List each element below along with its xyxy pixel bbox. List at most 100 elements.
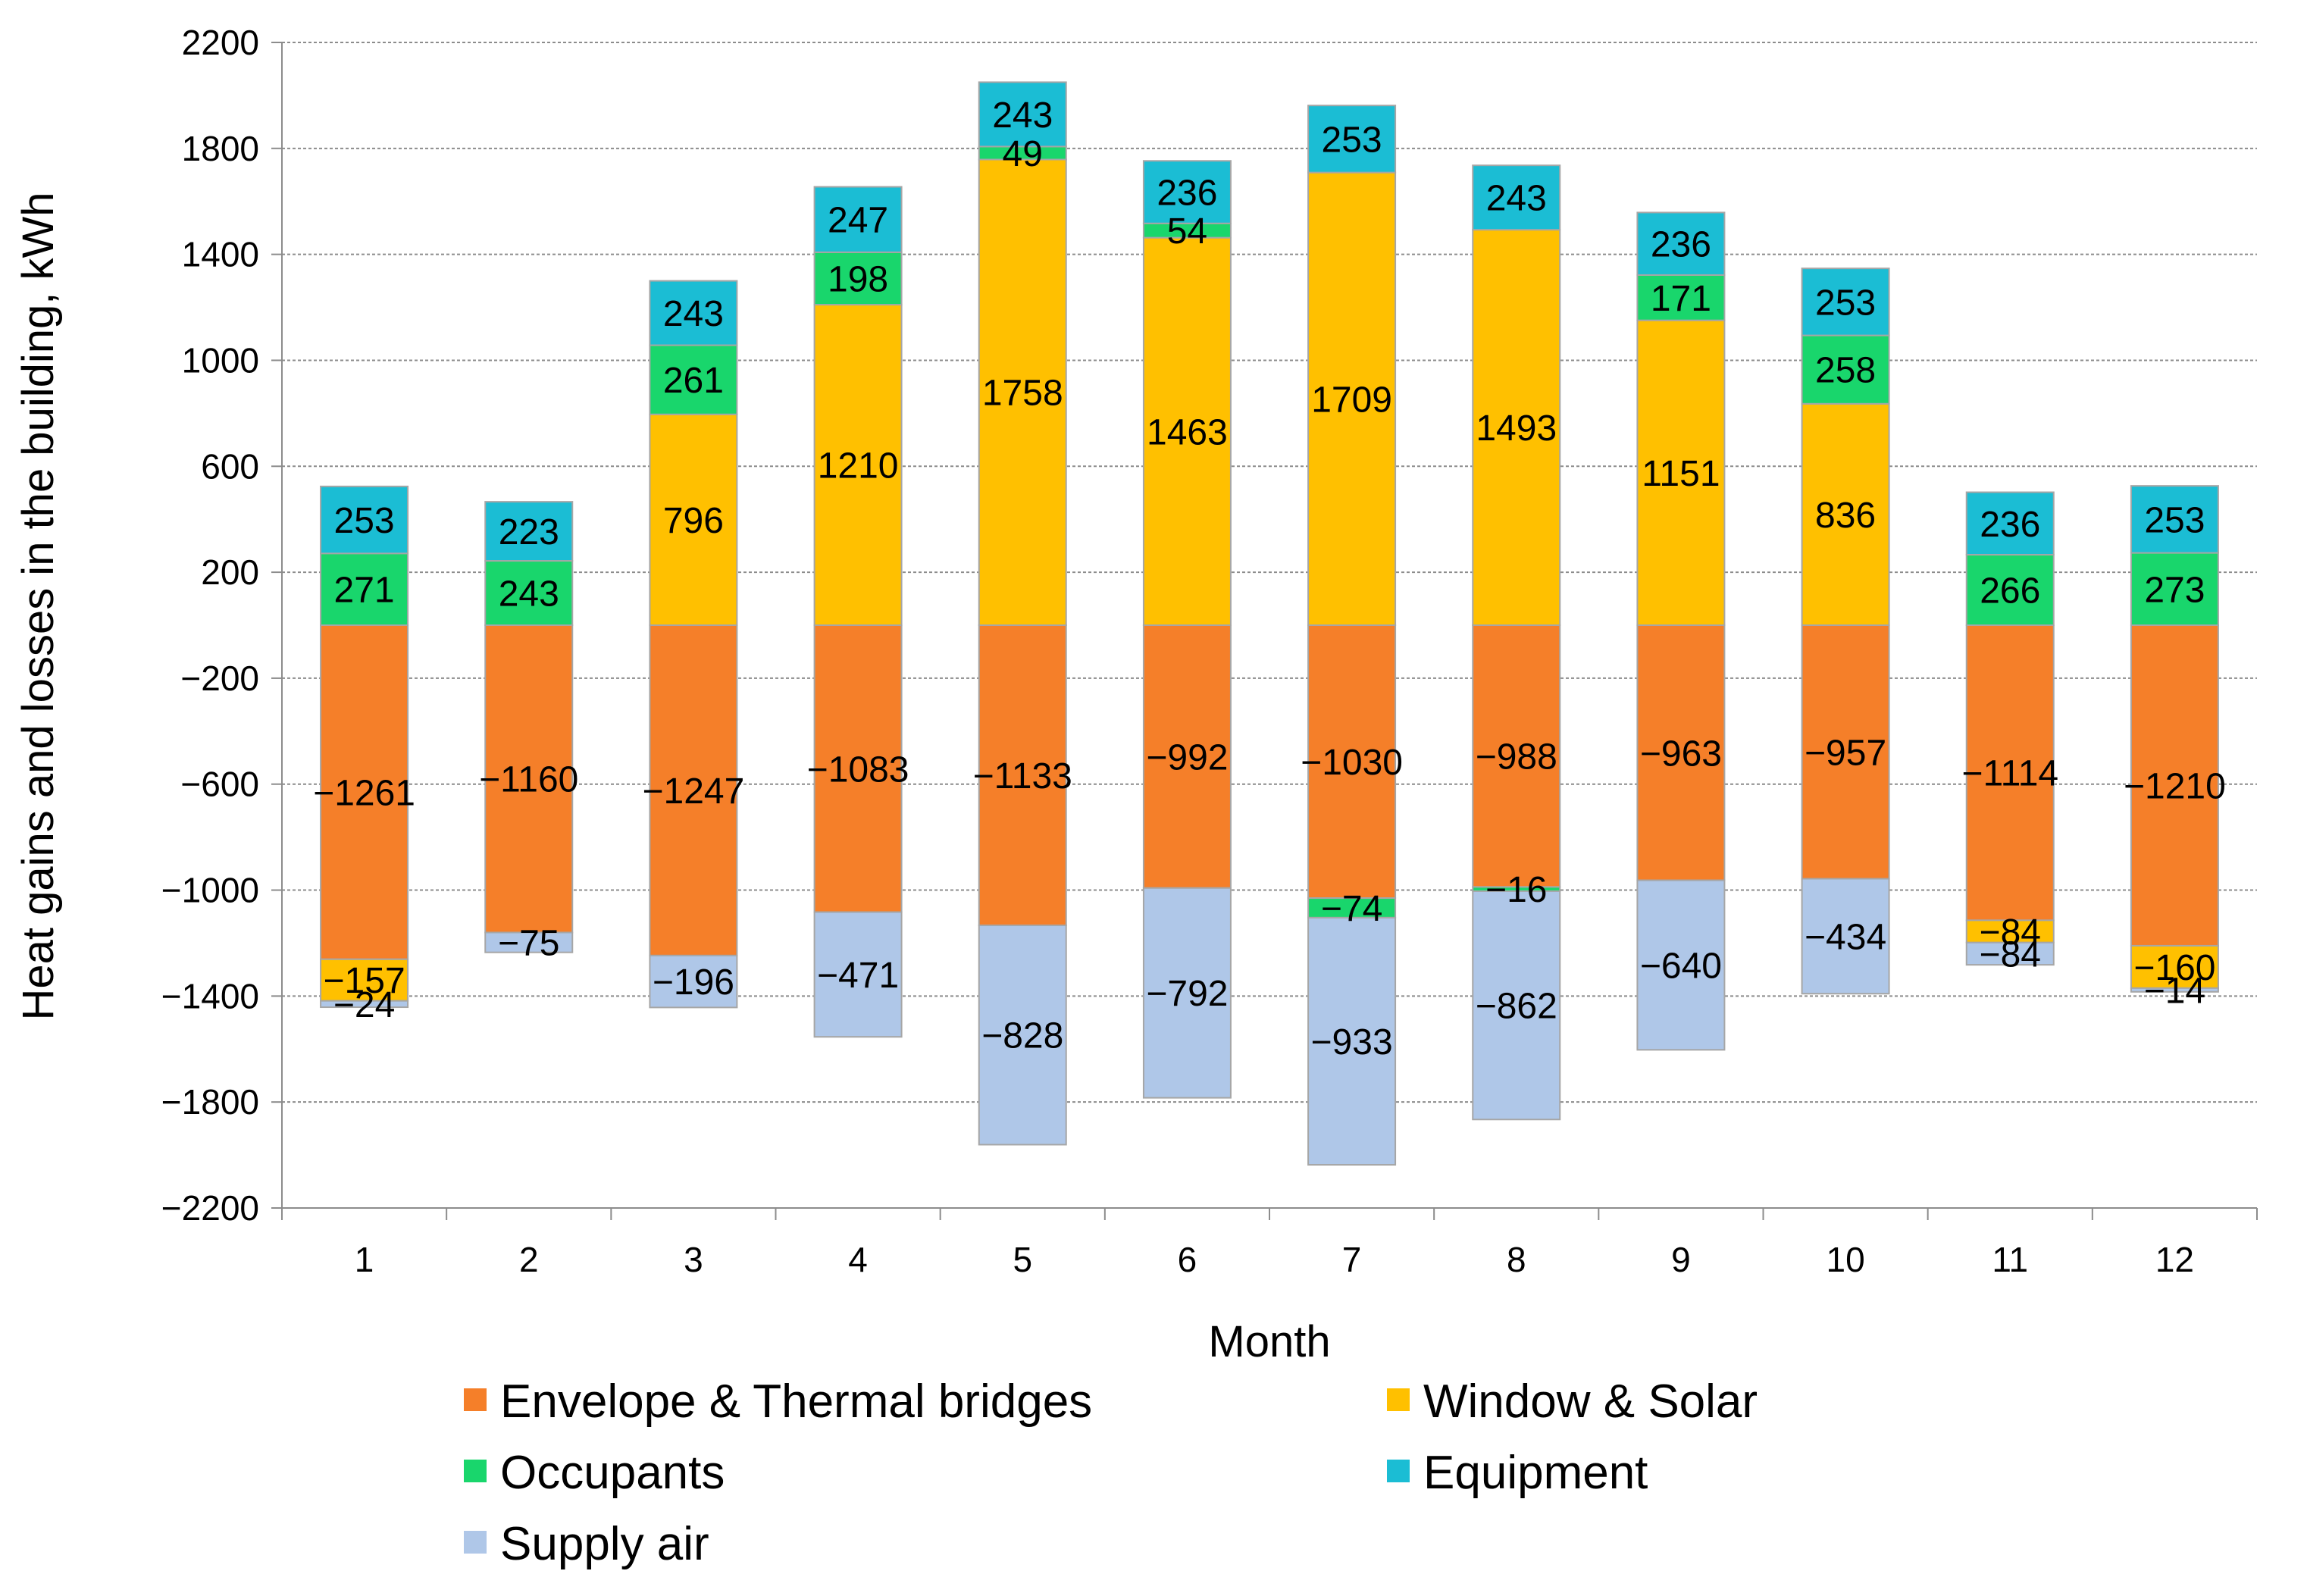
y-tick-label: 1000 xyxy=(182,340,259,380)
bar-segment-supply-air xyxy=(813,911,903,1038)
y-tick-label: 2200 xyxy=(182,23,259,62)
bar-segment-supply-air xyxy=(1636,879,1726,1051)
data-label: −196 xyxy=(653,962,734,1003)
bar-segment-equipment xyxy=(320,485,409,555)
data-label: 1463 xyxy=(1147,412,1228,452)
y-tick-label: 200 xyxy=(201,552,259,592)
bar-segment-equipment xyxy=(1801,268,1890,336)
legend-swatch xyxy=(464,1388,487,1411)
y-tick-label: −200 xyxy=(180,659,259,698)
legend-label: Envelope & Thermal bridges xyxy=(500,1375,1092,1428)
x-tick-label: 2 xyxy=(519,1240,539,1279)
legend-swatch xyxy=(464,1531,487,1554)
x-tick-label: 8 xyxy=(1507,1240,1526,1279)
bar-segment-supply-air xyxy=(320,1000,409,1009)
bar-segment-occupants xyxy=(813,251,903,306)
bar-segment-envelope-thermal-bridges xyxy=(1472,624,1561,888)
data-label: 253 xyxy=(334,501,395,541)
x-tick-label: 10 xyxy=(1826,1240,1864,1279)
data-label: 243 xyxy=(499,574,559,615)
bar-segment-occupants xyxy=(1801,334,1890,405)
data-label: 243 xyxy=(1486,179,1547,219)
x-tick-label: 7 xyxy=(1342,1240,1362,1279)
bar-segment-equipment xyxy=(2130,485,2219,554)
bar-segment-supply-air xyxy=(1801,878,1890,995)
bar-segment-occupants xyxy=(1965,554,2055,627)
data-label: −157 xyxy=(324,961,405,1001)
legend-label: Occupants xyxy=(500,1447,725,1499)
data-label: −75 xyxy=(498,924,559,964)
data-label: −1030 xyxy=(1301,743,1403,783)
bar-segment-occupants xyxy=(2130,552,2219,627)
legend: Envelope & Thermal bridges Window & Solar… xyxy=(464,1375,1758,1570)
legend-swatch xyxy=(1387,1388,1410,1411)
bar-segment-window-solar xyxy=(978,158,1067,626)
x-tick-label: 3 xyxy=(684,1240,703,1279)
data-label: −992 xyxy=(1146,737,1228,778)
y-tick-label: −1000 xyxy=(161,871,259,910)
x-axis-ticks: 1 2 3 4 5 6 7 8 9 10 11 12 xyxy=(281,1208,2258,1279)
y-axis-title: Heat gains and losses in the building, k… xyxy=(14,192,63,1021)
x-tick-label: 12 xyxy=(2155,1240,2194,1279)
data-label: −84 xyxy=(1980,912,2041,953)
x-tick-label: 4 xyxy=(848,1240,868,1279)
y-tick-label: 1400 xyxy=(182,235,259,274)
data-label: 273 xyxy=(2144,570,2205,610)
data-label: 836 xyxy=(1815,496,1876,536)
bar-segment-window-solar xyxy=(813,304,903,626)
bar-segment-equipment xyxy=(1142,160,1232,224)
bar-segment-envelope-thermal-bridges xyxy=(320,624,409,960)
data-label: 247 xyxy=(828,201,888,241)
bar-segment-supply-air xyxy=(2130,987,2219,993)
bar-segment-equipment xyxy=(978,81,1067,148)
data-label: −160 xyxy=(2133,948,2215,988)
legend-swatch xyxy=(464,1460,487,1482)
bar-segment-window-solar xyxy=(1472,229,1561,626)
data-label: 261 xyxy=(663,361,724,401)
x-tick-label: 1 xyxy=(355,1240,374,1279)
data-label: −933 xyxy=(1311,1022,1393,1062)
x-tick-label: 11 xyxy=(1992,1240,2028,1279)
data-label: 223 xyxy=(499,512,559,552)
x-tick-label: 6 xyxy=(1178,1240,1197,1279)
data-label: −957 xyxy=(1805,733,1886,773)
legend-label: Equipment xyxy=(1423,1447,1648,1499)
bar-segment-supply-air xyxy=(978,925,1067,1146)
bar-segment-window-solar xyxy=(1801,402,1890,627)
bar-segment-supply-air xyxy=(1472,890,1561,1121)
bar-segment-supply-air xyxy=(649,954,738,1009)
bar-segment-supply-air xyxy=(1142,887,1232,1099)
data-label: −963 xyxy=(1640,734,1722,774)
data-label: −1114 xyxy=(1961,754,2058,794)
bar-segment-supply-air xyxy=(484,931,574,953)
bar-segment-envelope-thermal-bridges xyxy=(813,624,903,913)
bar-segment-equipment xyxy=(1965,491,2055,556)
y-tick-label: −600 xyxy=(180,765,259,804)
data-label: 253 xyxy=(1322,120,1382,160)
data-label: −74 xyxy=(1321,889,1382,929)
data-label: 253 xyxy=(1815,283,1876,323)
data-label: −434 xyxy=(1805,917,1886,957)
data-label: 1493 xyxy=(1476,408,1557,449)
data-label: 266 xyxy=(1980,571,2040,612)
bar-segment-equipment xyxy=(813,186,903,253)
data-label: −84 xyxy=(1980,934,2041,975)
data-label: −792 xyxy=(1146,974,1228,1014)
bar-segment-envelope-thermal-bridges xyxy=(484,624,574,934)
bar-segment-window-solar xyxy=(1307,171,1397,626)
data-label: −24 xyxy=(333,985,395,1025)
data-label: −828 xyxy=(981,1016,1063,1056)
y-tick-label: −2200 xyxy=(161,1188,259,1228)
bar-segment-occupants xyxy=(320,552,409,627)
data-label: −1247 xyxy=(643,771,745,812)
value-labels: −1261 −157 271 253 −24 −1160 243 223 −75 −1247 796… xyxy=(313,95,2226,1062)
y-axis-ticks: 2200 1800 1400 1000 600 200 −200 −600 −1000 −1400… xyxy=(161,23,282,1228)
data-label: 236 xyxy=(1980,505,2040,545)
bar-segment-supply-air xyxy=(1965,941,2055,966)
data-label: 243 xyxy=(992,95,1053,136)
bar-segment-window-solar xyxy=(320,958,409,1002)
bar-segment-window-solar xyxy=(1965,919,2055,944)
data-label: 796 xyxy=(663,501,724,541)
data-label: −1083 xyxy=(807,749,909,790)
